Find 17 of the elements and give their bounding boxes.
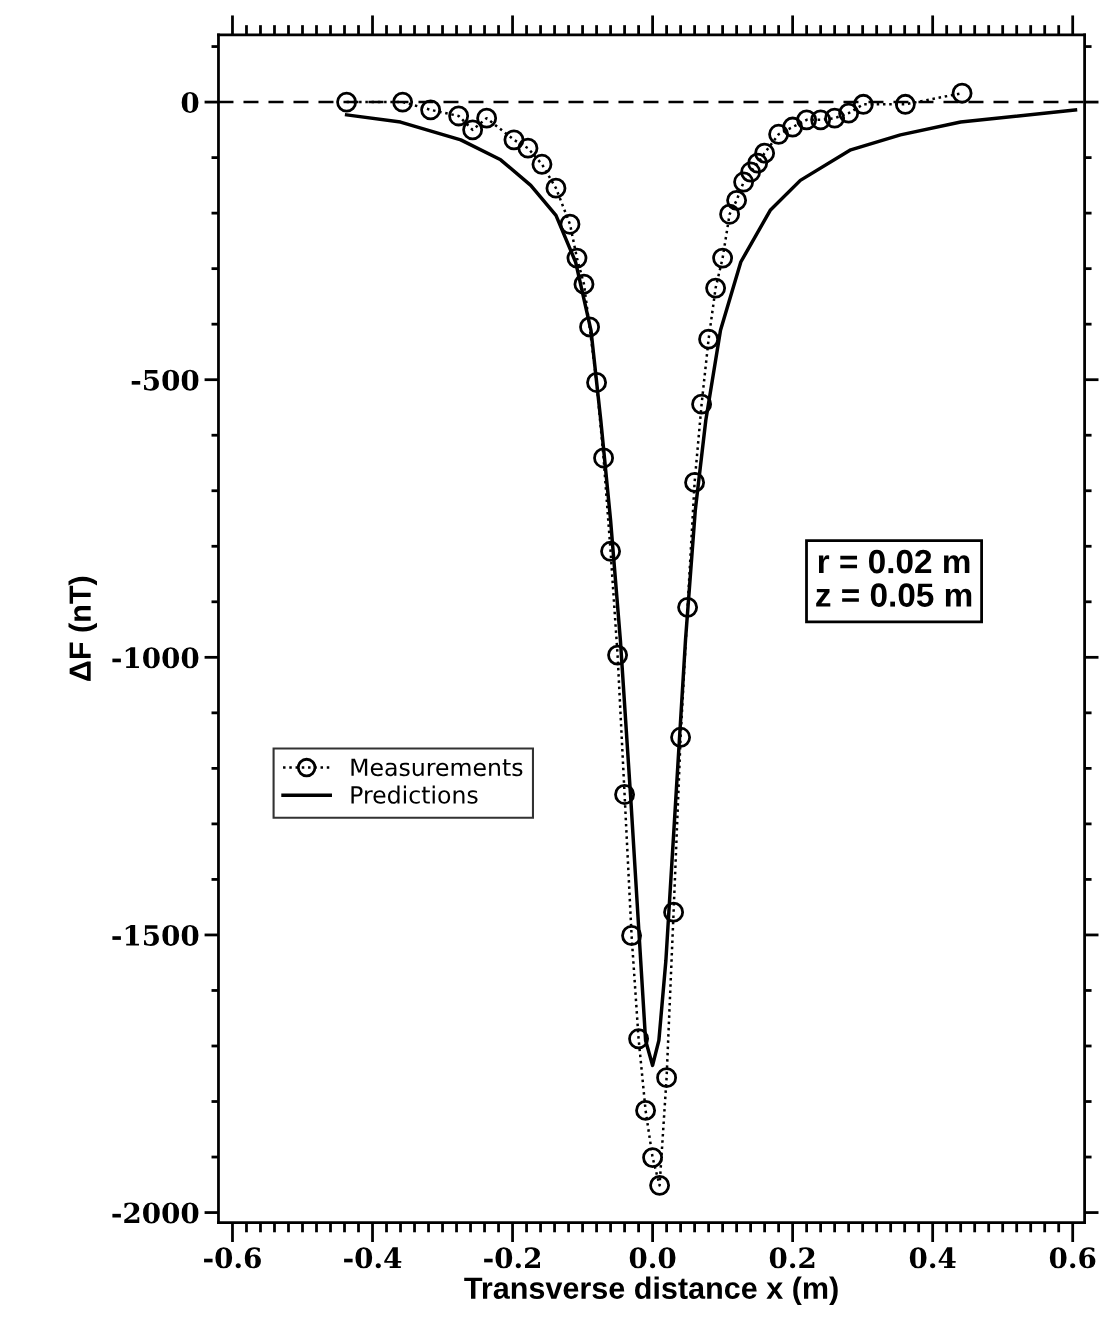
- y-tick-label: 0: [181, 92, 199, 114]
- x-tick-label: 0.2: [769, 1247, 815, 1269]
- x-tick-label: -0.6: [204, 1247, 261, 1269]
- x-tick-label: 0.6: [1049, 1247, 1096, 1269]
- y-tick-label: -1000: [112, 647, 199, 669]
- y-axis-title: ΔF (nT): [68, 576, 97, 681]
- x-axis-title: Transverse distance x (m): [464, 1276, 838, 1306]
- y-tick-label: -1500: [112, 924, 199, 946]
- annotation: r = 0.02 m z = 0.05 m: [816, 549, 972, 607]
- legend-label: Predictions: [351, 785, 478, 804]
- x-tick-label: 0.4: [909, 1247, 956, 1269]
- x-tick-label: 0.0: [629, 1247, 676, 1269]
- x-tick-label: -0.2: [484, 1247, 540, 1269]
- legend-label: Measurements: [351, 758, 523, 777]
- y-tick-label: -500: [131, 369, 199, 391]
- y-tick-label: -2000: [112, 1202, 199, 1224]
- x-tick-label: -0.4: [344, 1247, 402, 1269]
